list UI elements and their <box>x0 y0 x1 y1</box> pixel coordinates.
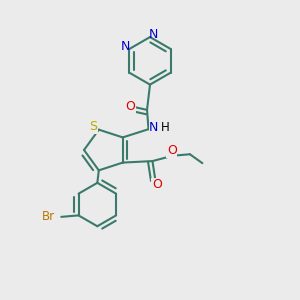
Text: Br: Br <box>42 210 55 224</box>
Text: S: S <box>89 120 98 133</box>
Text: N: N <box>149 121 159 134</box>
Text: H: H <box>160 121 169 134</box>
Text: N: N <box>149 28 158 41</box>
Text: O: O <box>152 178 162 191</box>
Text: N: N <box>121 40 130 53</box>
Text: O: O <box>167 144 177 157</box>
Text: O: O <box>125 100 135 113</box>
